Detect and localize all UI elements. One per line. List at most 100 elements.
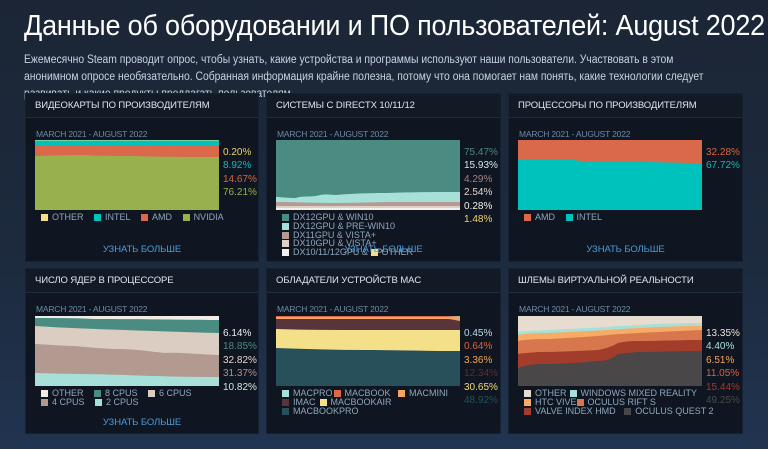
panel-cpu-vendors: ПРОЦЕССОРЫ ПО ПРОИЗВОДИТЕЛЯМ MARCH 2021 … bbox=[508, 93, 743, 262]
stacked-area-chart bbox=[276, 316, 460, 386]
percent-list: 75.47% 15.93% 4.29% 2.54% 0.28% 1.48% bbox=[464, 146, 498, 226]
legend-item: 6 CPUS bbox=[148, 389, 192, 398]
legend-swatch-icon bbox=[282, 222, 289, 230]
panel-title: ОБЛАДАТЕЛИ УСТРОЙСТВ MAC bbox=[267, 269, 500, 293]
legend-item: AMD bbox=[141, 213, 172, 222]
chart-legend: MACPRO MACBOOK MACMINI IMAC MACBOOKAIR M… bbox=[282, 389, 472, 415]
legend-swatch-icon bbox=[282, 249, 289, 257]
percent-value: 15.93% bbox=[464, 160, 498, 172]
legend-item: VALVE INDEX HMD bbox=[524, 406, 616, 416]
percent-value: 11.05% bbox=[706, 368, 740, 380]
panel-mac-owners: ОБЛАДАТЕЛИ УСТРОЙСТВ MAC MARCH 2021 - AU… bbox=[266, 268, 501, 434]
chart-legend: AMD INTEL bbox=[524, 213, 724, 222]
percent-value: 67.72% bbox=[706, 160, 740, 172]
legend-item: IMAC bbox=[282, 397, 316, 407]
legend-item: HTC VIVE bbox=[524, 397, 577, 407]
legend-swatch-icon bbox=[41, 398, 48, 406]
legend-item: AMD bbox=[524, 213, 555, 222]
legend-item: DX12GPU & PRE-WIN10 bbox=[282, 221, 395, 231]
date-range: MARCH 2021 - AUGUST 2022 bbox=[519, 304, 631, 314]
percent-list: 32.28% 67.72% bbox=[706, 146, 740, 173]
legend-item: MACPRO bbox=[282, 389, 333, 398]
legend-item: OTHER bbox=[370, 248, 413, 257]
legend-swatch-icon bbox=[319, 398, 327, 406]
legend-item: WINDOWS MIXED REALITY bbox=[569, 389, 697, 398]
percent-value: 14.67% bbox=[223, 173, 257, 185]
panel-cpu-cores: ЧИСЛО ЯДЕР В ПРОЦЕССОРЕ MARCH 2021 - AUG… bbox=[25, 268, 259, 434]
chart-legend: OTHER INTEL AMD NVIDIA bbox=[41, 213, 241, 222]
legend-item: MACBOOKPRO bbox=[282, 406, 359, 416]
legend-item: OTHER bbox=[524, 389, 567, 398]
learn-more-link[interactable]: УЗНАТЬ БОЛЬШЕ bbox=[102, 244, 182, 255]
stacked-area-chart bbox=[35, 140, 219, 210]
panel-title: ВИДЕОКАРТЫ ПО ПРОИЗВОДИТЕЛЯМ bbox=[26, 94, 258, 118]
panel-vr-headsets: ШЛЕМЫ ВИРТУАЛЬНОЙ РЕАЛЬНОСТИ MARCH 2021 … bbox=[508, 268, 743, 434]
legend-swatch-icon bbox=[282, 407, 289, 415]
legend-item: 8 CPUS bbox=[94, 389, 138, 398]
legend-swatch-icon bbox=[95, 398, 103, 406]
legend-item: 2 CPUS bbox=[95, 397, 139, 407]
percent-value: 1.48% bbox=[464, 213, 493, 225]
panel-directx-systems: СИСТЕМЫ С DIRECTX 10/11/12 MARCH 2021 - … bbox=[266, 93, 501, 262]
legend-item: NVIDIA bbox=[182, 213, 224, 222]
percent-value: 31.37% bbox=[223, 368, 257, 380]
percent-list: 13.35% 4.40% 6.51% 11.05% 15.44% 49.25% bbox=[706, 327, 740, 407]
legend-swatch-icon bbox=[398, 390, 406, 397]
percent-value: 32.28% bbox=[706, 147, 740, 158]
legend-swatch-icon bbox=[569, 390, 577, 397]
percent-value: 3.36% bbox=[464, 354, 493, 366]
legend-item: OTHER bbox=[41, 389, 84, 398]
percent-value: 76.21% bbox=[223, 187, 257, 199]
legend-swatch-icon bbox=[282, 214, 289, 221]
legend-swatch-icon bbox=[576, 398, 584, 406]
legend-swatch-icon bbox=[333, 390, 341, 397]
percent-value: 6.14% bbox=[223, 328, 252, 339]
percent-value: 12.34% bbox=[464, 368, 498, 380]
date-range: MARCH 2021 - AUGUST 2022 bbox=[36, 304, 148, 314]
legend-item: OCULUS RIFT S bbox=[576, 397, 656, 407]
legend-swatch-icon bbox=[282, 240, 289, 248]
date-range: MARCH 2021 - AUGUST 2022 bbox=[519, 129, 631, 139]
legend-item: 4 CPUS bbox=[41, 397, 85, 407]
percent-value: 4.40% bbox=[706, 341, 735, 353]
legend-swatch-icon bbox=[148, 390, 156, 397]
percent-value: 30.65% bbox=[464, 381, 498, 393]
percent-value: 48.92% bbox=[464, 394, 498, 406]
learn-more-link[interactable]: УЗНАТЬ БОЛЬШЕ bbox=[102, 417, 182, 428]
stacked-area-chart bbox=[518, 140, 702, 210]
panel-gpu-vendors: ВИДЕОКАРТЫ ПО ПРОИЗВОДИТЕЛЯМ MARCH 2021 … bbox=[25, 93, 259, 262]
stacked-area-chart bbox=[276, 140, 460, 210]
percent-value: 32.82% bbox=[223, 354, 257, 366]
percent-value: 6.51% bbox=[706, 354, 735, 366]
legend-swatch-icon bbox=[41, 390, 48, 397]
legend-item: INTEL bbox=[94, 213, 131, 222]
legend-item: MACBOOKAIR bbox=[319, 397, 392, 407]
panel-title: ШЛЕМЫ ВИРТУАЛЬНОЙ РЕАЛЬНОСТИ bbox=[509, 269, 742, 293]
legend-swatch-icon bbox=[41, 214, 48, 221]
percent-value: 18.85% bbox=[223, 341, 257, 353]
date-range: MARCH 2021 - AUGUST 2022 bbox=[277, 304, 389, 314]
legend-item: DX12GPU & WIN10 bbox=[282, 213, 374, 222]
percent-value: 0.64% bbox=[464, 341, 493, 353]
percent-value: 0.28% bbox=[464, 200, 493, 212]
legend-item: MACMINI bbox=[398, 389, 448, 398]
legend-swatch-icon bbox=[94, 214, 102, 221]
percent-value: 13.35% bbox=[706, 328, 740, 339]
legend-item: DX10/11/12GPU & XP bbox=[282, 248, 382, 257]
learn-more-link[interactable]: УЗНАТЬ БОЛЬШЕ bbox=[344, 244, 423, 255]
legend-swatch-icon bbox=[524, 390, 531, 397]
legend-item: MACBOOK bbox=[333, 389, 391, 398]
page-title: Данные об оборудовании и ПО пользователе… bbox=[24, 10, 765, 42]
legend-swatch-icon bbox=[282, 231, 289, 239]
legend-swatch-icon bbox=[565, 214, 573, 221]
learn-more-link[interactable]: УЗНАТЬ БОЛЬШЕ bbox=[586, 244, 665, 255]
legend-swatch-icon bbox=[524, 398, 531, 406]
chart-legend: OTHER WINDOWS MIXED REALITY HTC VIVE OCU… bbox=[524, 389, 724, 415]
percent-value: 4.29% bbox=[464, 173, 493, 185]
percent-value: 0.20% bbox=[223, 147, 252, 158]
percent-list: 6.14% 18.85% 32.82% 31.37% 10.82% bbox=[223, 327, 257, 394]
percent-value: 8.92% bbox=[223, 160, 252, 172]
legend-item: INTEL bbox=[565, 213, 602, 222]
legend-item: OTHER bbox=[41, 213, 84, 222]
legend-item: DX10GPU & VISTA+ bbox=[282, 239, 377, 248]
